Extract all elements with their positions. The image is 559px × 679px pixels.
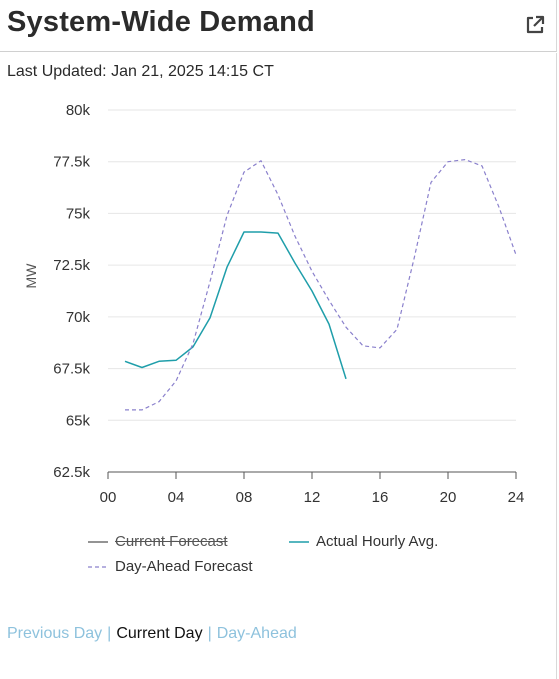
- demand-chart: 62.5k 65k 67.5k 70k 72.5k 75k 77.5k 80k 00 04 08 12…: [23, 102, 525, 506]
- y-tick-label: 80k: [66, 102, 91, 119]
- view-separator: |: [207, 625, 212, 642]
- solid-line-swatch-icon: [88, 541, 108, 543]
- panel-header: System-Wide Demand: [0, 0, 557, 52]
- x-tick-label: 24: [508, 489, 525, 506]
- y-tick-label: 77.5k: [53, 154, 90, 171]
- day-view-switcher: Previous Day | Current Day | Day-Ahead: [7, 625, 297, 643]
- x-tick-label: 00: [100, 489, 117, 506]
- x-tick-label: 12: [304, 489, 321, 506]
- legend-label-day-ahead: Day-Ahead Forecast: [115, 558, 253, 575]
- series-line-day-ahead-forecast: [125, 158, 517, 411]
- last-updated: Last Updated: Jan 21, 2025 14:15 CT: [7, 63, 274, 80]
- panel-title: System-Wide Demand: [7, 6, 315, 38]
- y-tick-label: 62.5k: [53, 464, 90, 481]
- view-separator: |: [107, 625, 112, 642]
- dashed-line-swatch-icon: [88, 566, 108, 568]
- legend-label-actual: Actual Hourly Avg.: [316, 533, 439, 550]
- external-link-icon[interactable]: [524, 14, 546, 36]
- chart-panel: [0, 53, 557, 679]
- legend-label-current-forecast: Current Forecast: [115, 533, 228, 550]
- y-tick-label: 75k: [66, 205, 91, 222]
- y-tick-label: 70k: [66, 309, 91, 326]
- previous-day-link[interactable]: Previous Day: [7, 625, 103, 642]
- solid-line-swatch-icon: [289, 541, 309, 543]
- x-tick-label: 08: [236, 489, 253, 506]
- y-tick-label: 65k: [66, 412, 91, 429]
- y-tick-label: 72.5k: [53, 257, 90, 274]
- x-tick-label: 20: [440, 489, 457, 506]
- y-tick-label: 67.5k: [53, 361, 90, 378]
- current-day-link[interactable]: Current Day: [116, 625, 203, 642]
- series-line-actual-hourly-avg: [124, 231, 347, 380]
- x-tick-label: 16: [372, 489, 389, 506]
- day-ahead-link[interactable]: Day-Ahead: [216, 625, 297, 642]
- x-tick-label: 04: [168, 489, 185, 506]
- y-axis-title: MW: [23, 263, 39, 289]
